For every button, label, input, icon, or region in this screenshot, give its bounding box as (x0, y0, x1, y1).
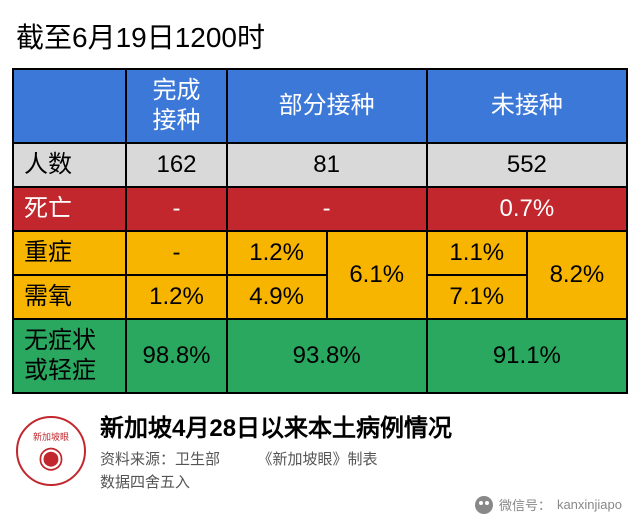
oxygen-none-sub: 7.1% (427, 275, 527, 319)
wechat-tag: 微信号： kanxinjiapo (475, 495, 622, 514)
header-blank (13, 69, 126, 143)
count-partial: 81 (227, 143, 427, 187)
header-row: 完成 接种 部分接种 未接种 (13, 69, 627, 143)
death-partial: - (227, 187, 427, 231)
header-partial: 部分接种 (227, 69, 427, 143)
data-table: 完成 接种 部分接种 未接种 人数 162 81 552 死亡 - - 0.7%… (12, 68, 628, 394)
severe-none-merge: 8.2% (527, 231, 627, 319)
oxygen-fully: 1.2% (126, 275, 226, 319)
row-severe: 重症 - 1.2% 6.1% 1.1% 8.2% (13, 231, 627, 275)
row-mild: 无症状 或轻症 98.8% 93.8% 91.1% (13, 319, 627, 393)
wechat-icon (475, 496, 493, 514)
row-death: 死亡 - - 0.7% (13, 187, 627, 231)
wechat-id: kanxinjiapo (557, 497, 622, 512)
oxygen-label: 需氧 (13, 275, 126, 319)
severe-none-sub: 1.1% (427, 231, 527, 275)
oxygen-partial-sub: 4.9% (227, 275, 327, 319)
death-label: 死亡 (13, 187, 126, 231)
count-none: 552 (427, 143, 627, 187)
death-none: 0.7% (427, 187, 627, 231)
count-label: 人数 (13, 143, 126, 187)
footer-source: 资料来源：卫生部 《新加坡眼》制表 (100, 449, 628, 472)
severe-fully: - (126, 231, 226, 275)
footer-title: 新加坡4月28日以来本土病例情况 (100, 408, 628, 443)
mild-partial: 93.8% (227, 319, 427, 393)
footer-note: 数据四舍五入 (100, 472, 628, 495)
severe-partial-sub: 1.2% (227, 231, 327, 275)
wechat-label: 微信号： (499, 495, 551, 514)
mild-none: 91.1% (427, 319, 627, 393)
severe-partial-merge: 6.1% (327, 231, 427, 319)
mild-fully: 98.8% (126, 319, 226, 393)
mild-label: 无症状 或轻症 (13, 319, 126, 393)
page-title: 截至6月19日1200时 (16, 16, 628, 56)
row-count: 人数 162 81 552 (13, 143, 627, 187)
footer-text: 新加坡4月28日以来本土病例情况 资料来源：卫生部 《新加坡眼》制表 数据四舍五… (100, 408, 628, 494)
header-fully: 完成 接种 (126, 69, 226, 143)
death-fully: - (126, 187, 226, 231)
severe-label: 重症 (13, 231, 126, 275)
header-none: 未接种 (427, 69, 627, 143)
count-fully: 162 (126, 143, 226, 187)
footer: 新加坡眼 ◉ 新加坡4月28日以来本土病例情况 资料来源：卫生部 《新加坡眼》制… (12, 408, 628, 494)
logo-icon: 新加坡眼 ◉ (16, 416, 86, 486)
